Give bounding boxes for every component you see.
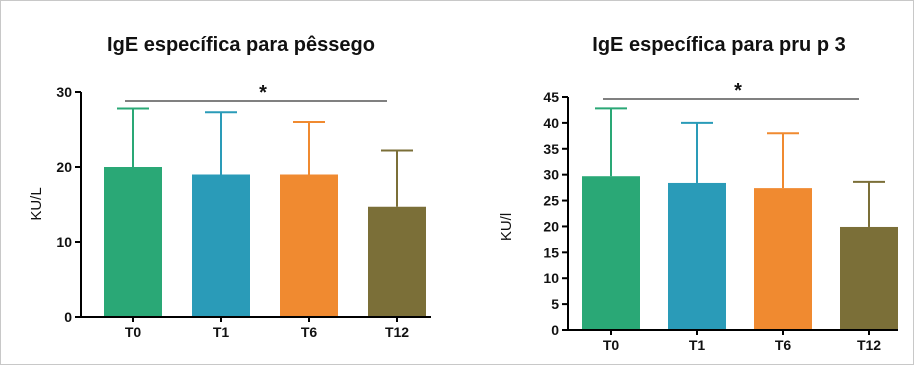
bars: [104, 167, 426, 317]
error-bars: [117, 107, 413, 207]
significance-bracket: *: [125, 82, 387, 104]
bar-t12: [840, 226, 898, 330]
y-tick-label: 0: [64, 309, 72, 325]
axes: [80, 92, 431, 318]
x-tick-label: T0: [125, 324, 142, 340]
y-ticks: 0 10 20 30: [56, 84, 81, 325]
y-axis-label: KU/L: [28, 187, 45, 220]
bar-t0: [104, 167, 162, 317]
y-tick-label: 20: [56, 159, 72, 175]
axes: [567, 97, 898, 331]
chart-ige-pessego: IgE específica para pêssego KU/L 0 10 20 30…: [28, 34, 431, 340]
x-tick-label: T12: [385, 324, 409, 340]
x-tick-labels: T0 T1 T6 T12: [125, 317, 409, 340]
x-tick-label: T6: [301, 324, 318, 340]
y-tick-label: 0: [551, 322, 559, 338]
y-tick-label: 30: [56, 84, 72, 100]
bar-t1: [668, 182, 726, 330]
y-axis-label: KU/l: [498, 213, 515, 241]
y-tick-label: 10: [56, 234, 72, 250]
bar-t6: [754, 188, 812, 330]
x-tick-label: T0: [603, 337, 620, 353]
significance-label: *: [259, 82, 267, 104]
y-tick-label: 25: [543, 193, 559, 209]
chart-title: IgE específica para pru p 3: [592, 34, 845, 56]
bar-t1: [192, 174, 250, 317]
y-tick-label: 15: [543, 244, 559, 260]
y-ticks: 0 5 10 15 20 25 30 35 40 45: [543, 89, 568, 338]
chart-ige-prup3: IgE específica para pru p 3 KU/l 0 5 10 15 2…: [498, 34, 898, 353]
y-tick-label: 45: [543, 89, 559, 105]
x-tick-label: T1: [689, 337, 706, 353]
error-bars: [595, 107, 885, 227]
y-tick-label: 5: [551, 296, 559, 312]
bar-t12: [368, 206, 426, 317]
y-tick-label: 30: [543, 167, 559, 183]
bars: [582, 176, 898, 330]
bar-t0: [582, 176, 640, 330]
x-tick-label: T12: [857, 337, 881, 353]
y-tick-label: 10: [543, 270, 559, 286]
significance-label: *: [734, 80, 742, 102]
x-tick-labels: T0 T1 T6 T12: [603, 330, 881, 353]
bar-t6: [280, 174, 338, 317]
y-tick-label: 40: [543, 115, 559, 131]
x-tick-label: T1: [213, 324, 230, 340]
y-tick-label: 35: [543, 141, 559, 157]
y-tick-label: 20: [543, 218, 559, 234]
significance-bracket: *: [603, 80, 859, 102]
x-tick-label: T6: [775, 337, 792, 353]
chart-title: IgE específica para pêssego: [107, 34, 375, 56]
